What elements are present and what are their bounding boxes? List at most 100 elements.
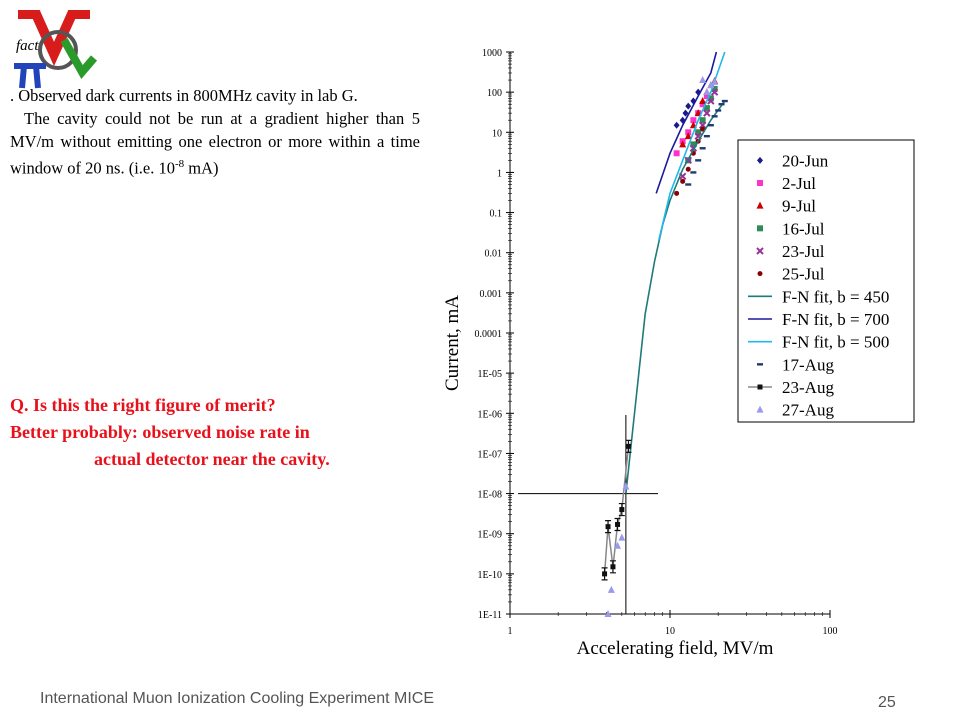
series-11-point [707,81,715,89]
legend-label: 25-Jul [782,265,825,284]
legend-swatch-marker [757,225,763,232]
series-11-point [703,88,711,96]
series-10-point [625,443,631,449]
logo-nu-mark [18,10,90,67]
y-tick-label: 0.1 [490,209,503,220]
legend-swatch-marker [757,363,763,366]
legend-label: 9-Jul [782,197,816,216]
legend-swatch-marker [756,405,764,413]
y-tick-label: 0.001 [480,289,503,300]
legend-label: 27-Aug [782,401,834,420]
y-tick-label: 1 [497,168,502,179]
legend-label: 23-Jul [782,242,825,261]
series-11-point [699,76,707,84]
series-3-point [703,105,710,112]
page-number: 25 [878,694,896,711]
series-1-point [699,101,706,108]
series-9-point [718,103,725,106]
series-1-point [673,150,680,157]
series-9-point [699,147,706,150]
y-tick-label: 10 [492,128,502,139]
series-9-point [695,159,702,162]
logo-circle [38,30,78,70]
legend-swatch-marker [757,384,763,390]
series-3-point [695,129,702,136]
y-tick-label: 1000 [482,48,502,59]
series-10-point [615,521,621,527]
series-9-point [685,183,692,186]
y-tick-label: 0.01 [485,249,503,260]
series-4-point [703,109,711,117]
logo-text: fact [16,38,39,54]
y-axis-label: Current, mA [442,295,463,391]
y-tick-label: 1E-10 [478,570,502,581]
y-tick-label: 100 [487,88,502,99]
series-5-point [685,166,691,172]
series-2-point [699,97,707,105]
series-3-point [711,85,718,92]
series-3-point [690,141,697,148]
cavity-paragraph: The cavity could not be run at a gradien… [10,107,420,180]
footer-text: International Muon Ionization Cooling Ex… [40,690,434,707]
series-2-point [679,140,687,148]
series-10-point [619,507,625,513]
series-10-point [610,564,616,570]
series-10-point [605,524,611,530]
series-9-point [690,171,697,174]
series-10-connector [603,446,630,574]
logo-pi-mark [14,63,46,89]
x-tick-label: 1 [508,626,513,637]
series-4-point [707,97,715,105]
series-7-line [655,51,718,194]
series-2-point [684,132,692,140]
body-text: . Observed dark currents in 800MHz cavit… [10,84,420,180]
series-4-point [698,121,707,129]
series-8-line [657,51,726,241]
series-9-point [703,134,710,138]
x-tick-label: 100 [823,626,838,637]
y-tick-label: 1E-11 [478,610,502,621]
series-9-point [721,99,728,103]
series-5-point [680,178,686,184]
fact-logo: fact [14,10,98,89]
series-3-point [699,117,706,124]
series-11-point [711,77,719,85]
paragraph-superscript: -8 [174,158,185,170]
question-line-2: Better probably: observed noise rate in [10,422,310,442]
series-4-point [710,88,719,96]
legend-swatch-marker [756,247,764,255]
y-tick-label: 1E-07 [478,449,502,460]
series-9-point [707,124,714,127]
y-tick-label: 1E-09 [478,530,502,541]
series-2-point [694,109,702,117]
legend-label: F-N fit, b = 450 [782,287,889,306]
series-10-point [602,571,608,577]
y-tick-label: 1E-08 [478,490,502,501]
legend-label: 23-Aug [782,378,834,397]
x-axis-label: Accelerating field, MV/m [577,638,774,659]
series-11-point [607,585,615,593]
question-block: Q. Is this the right figure of merit? Be… [10,392,420,473]
x-tick-label: 10 [665,626,675,637]
series-0-point [685,102,692,110]
y-tick-label: 1E-05 [478,369,502,380]
series-0-point [673,121,680,129]
series-6-line [625,100,726,494]
legend-label: 16-Jul [782,219,825,238]
intro-line: . Observed dark currents in 800MHz cavit… [10,86,358,105]
legend-box [737,139,915,423]
series-11-point [618,533,626,541]
series-9-point [711,115,718,118]
legend-swatch-marker [756,201,764,209]
paragraph-main: The cavity could not be run at a gradien… [10,109,420,178]
legend-label: 2-Jul [782,174,816,193]
paragraph-end: mA) [184,158,219,178]
legend-swatch-marker [757,180,763,186]
question-line-3: actual detector near the cavity. [94,449,330,469]
series-5-point [674,190,680,196]
series-1-point [703,93,710,100]
legend-swatch-marker [757,271,763,277]
series-11-point [604,610,612,617]
legend-label: F-N fit, b = 500 [782,333,889,352]
